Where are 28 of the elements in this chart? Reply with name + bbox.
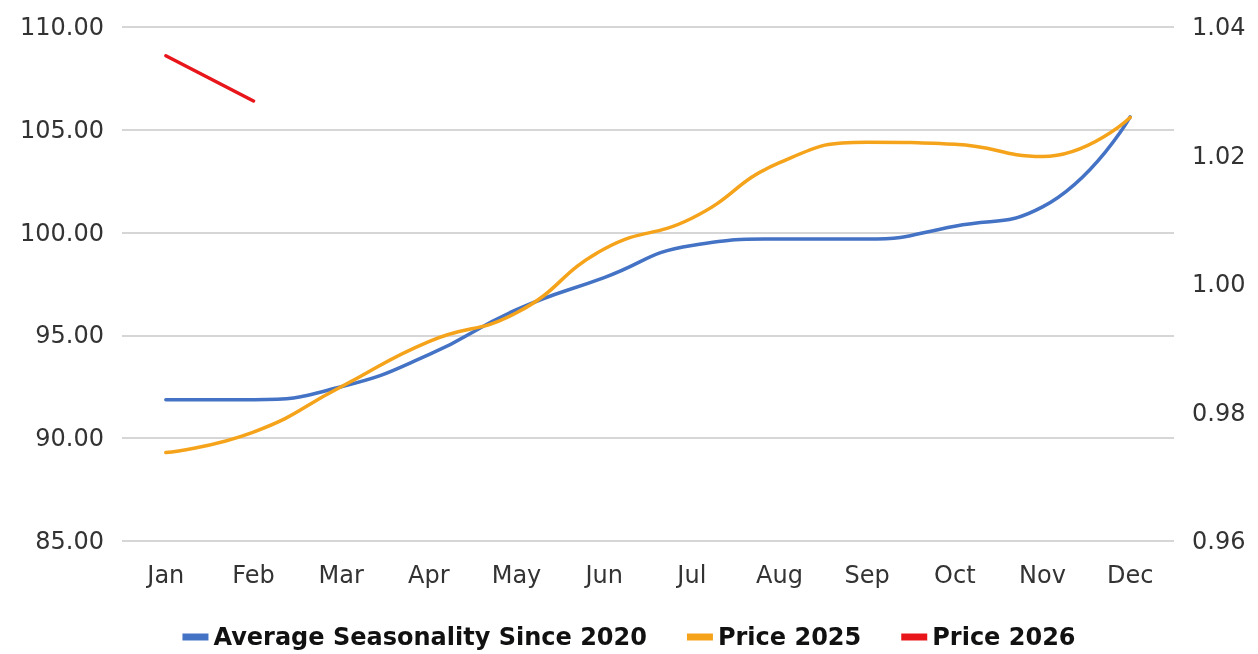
y2-tick-label: 1.02 <box>1192 141 1246 170</box>
y2-tick-label: 1.00 <box>1192 270 1246 298</box>
x-tick-label: May <box>491 561 542 589</box>
x-tick-label: Dec <box>1106 561 1154 589</box>
x-tick-label: Nov <box>1019 561 1066 589</box>
legend-label: Price 2025 <box>717 623 862 651</box>
y-tick-label: 85.00 <box>35 527 104 555</box>
legend-label: Price 2026 <box>932 623 1076 651</box>
y-tick-label: 95.00 <box>35 321 104 350</box>
y-tick-label: 105.00 <box>20 115 104 144</box>
y2-tick-label: 0.98 <box>1192 398 1246 427</box>
x-tick-label: Jun <box>583 561 623 589</box>
x-tick-label: Sep <box>844 561 890 589</box>
legend-label: Average Seasonality Since 2020 <box>213 623 647 651</box>
y-tick-label: 100.00 <box>20 218 104 247</box>
y-tick-label: 90.00 <box>35 424 104 453</box>
line-series <box>164 115 1132 455</box>
x-tick-label: Mar <box>318 561 364 589</box>
x-tick-label: Apr <box>408 561 450 589</box>
y-tick-label: 110.00 <box>20 13 104 41</box>
x-tick-label: Oct <box>934 561 976 589</box>
y2-tick-label: 1.04 <box>1192 13 1246 41</box>
y2-tick-label: 0.96 <box>1192 527 1246 555</box>
x-tick-label: Aug <box>756 561 803 589</box>
x-tick-label: Feb <box>232 561 275 589</box>
x-tick-label: Jul <box>675 561 707 589</box>
x-tick-label: Jan <box>145 561 185 589</box>
line-series <box>164 115 1132 402</box>
